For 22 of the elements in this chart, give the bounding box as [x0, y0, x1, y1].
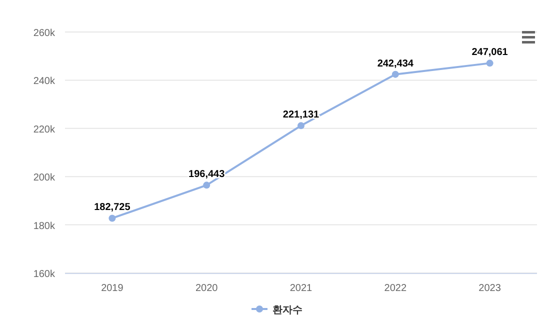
y-tick-label: 240k	[33, 76, 56, 88]
point	[203, 182, 210, 189]
data-label: 242,434	[377, 58, 414, 70]
data-label: 196,443	[188, 169, 226, 180]
y-tick-label: 180k	[33, 220, 56, 232]
x-tick-label: 2020	[195, 283, 218, 294]
y-tick-label: 260k	[33, 28, 56, 39]
x-tick-label: 2022	[384, 283, 407, 294]
data-label: 247,061	[472, 47, 508, 58]
x-tick-label: 2021	[290, 283, 313, 294]
x-tick-label: 2019	[101, 283, 124, 294]
point	[298, 122, 304, 130]
data-label: 221,131	[282, 110, 320, 121]
y-tick-label: 220k	[33, 124, 56, 136]
y-tick-label: 200k	[33, 172, 56, 184]
legend-label: 환자수	[272, 305, 302, 316]
point	[392, 70, 399, 78]
y-tick-label: 160k	[33, 269, 56, 280]
point	[108, 214, 116, 222]
data-label: 182,725	[94, 202, 131, 214]
x-tick-label: 2023	[478, 283, 502, 294]
point	[486, 60, 494, 67]
